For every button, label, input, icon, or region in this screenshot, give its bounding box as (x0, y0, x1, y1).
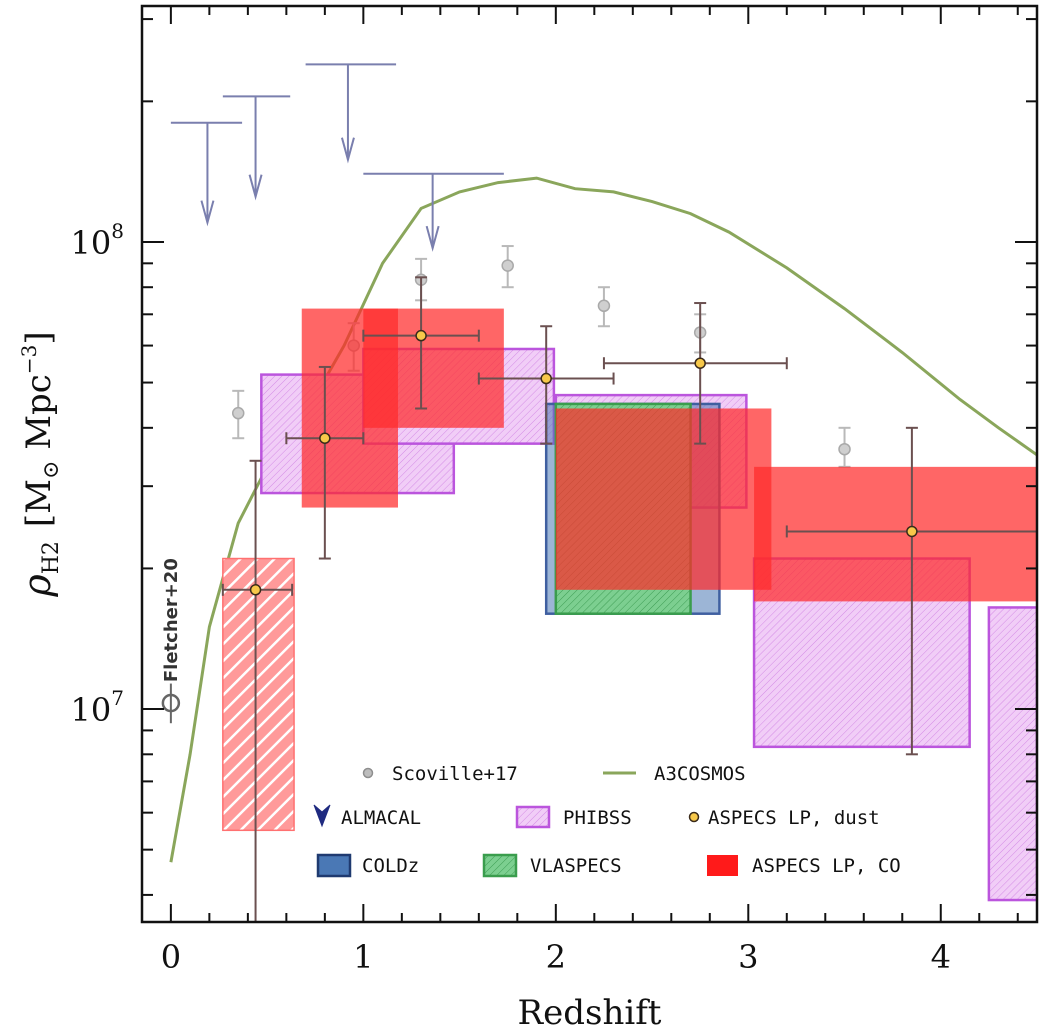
x-tick-label-0: 0 (161, 938, 181, 976)
x-tick-label-2: 2 (546, 938, 566, 976)
y-axis-units-rest: Mpc (19, 374, 59, 460)
legend-vlaspecs-label: VLASPECS (530, 855, 622, 877)
dust-point-4 (694, 357, 706, 369)
dust-point-0 (249, 584, 262, 596)
y-axis-units-exp: −3 (17, 345, 41, 374)
plot-frame (140, 4, 1039, 924)
y-tick-label-7: 107 (71, 686, 124, 729)
almacal-limit-3 (425, 225, 440, 252)
legend-aspecs-co-label: ASPECS LP, CO (752, 855, 901, 877)
scoville-point-0 (231, 406, 245, 420)
dust-point-1 (319, 432, 331, 444)
legend-phibss-label: PHIBSS (563, 807, 632, 829)
legend-dust-symbol (688, 811, 700, 823)
legend-phibss-symbol (515, 805, 551, 829)
y-tick-exponent: 7 (111, 686, 124, 710)
x-tick-label-3: 3 (738, 938, 758, 976)
legend-almacal-label: ALMACAL (341, 807, 421, 829)
y-tick-exponent: 8 (111, 219, 124, 243)
y-axis-symbol-sub: H2 (39, 541, 64, 574)
y-tick-base: 10 (71, 224, 112, 262)
legend-scoville-label: Scoville+17 (392, 763, 518, 785)
y-axis-sun-symbol: ⊙ (39, 461, 64, 479)
legend-almacal-symbol (313, 804, 331, 828)
legend-coldz-symbol (316, 853, 352, 878)
aspecs-co-box-2 (555, 408, 772, 590)
fletcher-annotation: Fletcher+20 (161, 558, 182, 682)
scoville-point-4 (501, 259, 514, 272)
dust-point-3 (540, 372, 552, 385)
scoville-point-5 (597, 299, 611, 313)
y-tick-base: 10 (71, 691, 112, 729)
legend-dust-label: ASPECS LP, dust (708, 807, 880, 829)
y-axis-close: ] (19, 331, 59, 344)
y-axis-symbol: ρ (15, 574, 59, 598)
y-tick-label-8: 108 (71, 219, 124, 262)
almacal-limit-1 (248, 174, 263, 201)
aspecs-co-box-1 (363, 308, 504, 428)
almacal-limit-0 (200, 200, 215, 227)
legend: Scoville+17 A3COSMOS ALMACAL PHIBSS ASPECS L… (313, 763, 901, 878)
x-tick-label-1: 1 (353, 938, 373, 976)
legend-coldz-label: COLDz (362, 855, 419, 877)
legend-scoville-symbol (362, 767, 374, 779)
legend-aspecs-co-symbol (707, 855, 738, 876)
almacal-limit-2 (340, 137, 355, 164)
dust-point-2 (415, 329, 427, 342)
dust-point-5 (906, 525, 918, 538)
a3cosmos-curve (169, 176, 1037, 863)
y-axis-title: ρH2 [M⊙ Mpc−3] (15, 331, 64, 597)
x-tick-label-4: 4 (931, 938, 951, 976)
fletcher-point-0 (161, 693, 181, 713)
aspecs-co-hatched-box (222, 557, 295, 832)
aspecs-co-box-3 (754, 466, 1037, 602)
legend-a3cosmos-label: A3COSMOS (654, 763, 746, 785)
legend-vlaspecs-symbol (482, 853, 518, 878)
x-axis-title: Redshift (518, 993, 662, 1032)
scoville-point-7 (838, 442, 851, 456)
y-axis-units: [M (19, 479, 59, 527)
